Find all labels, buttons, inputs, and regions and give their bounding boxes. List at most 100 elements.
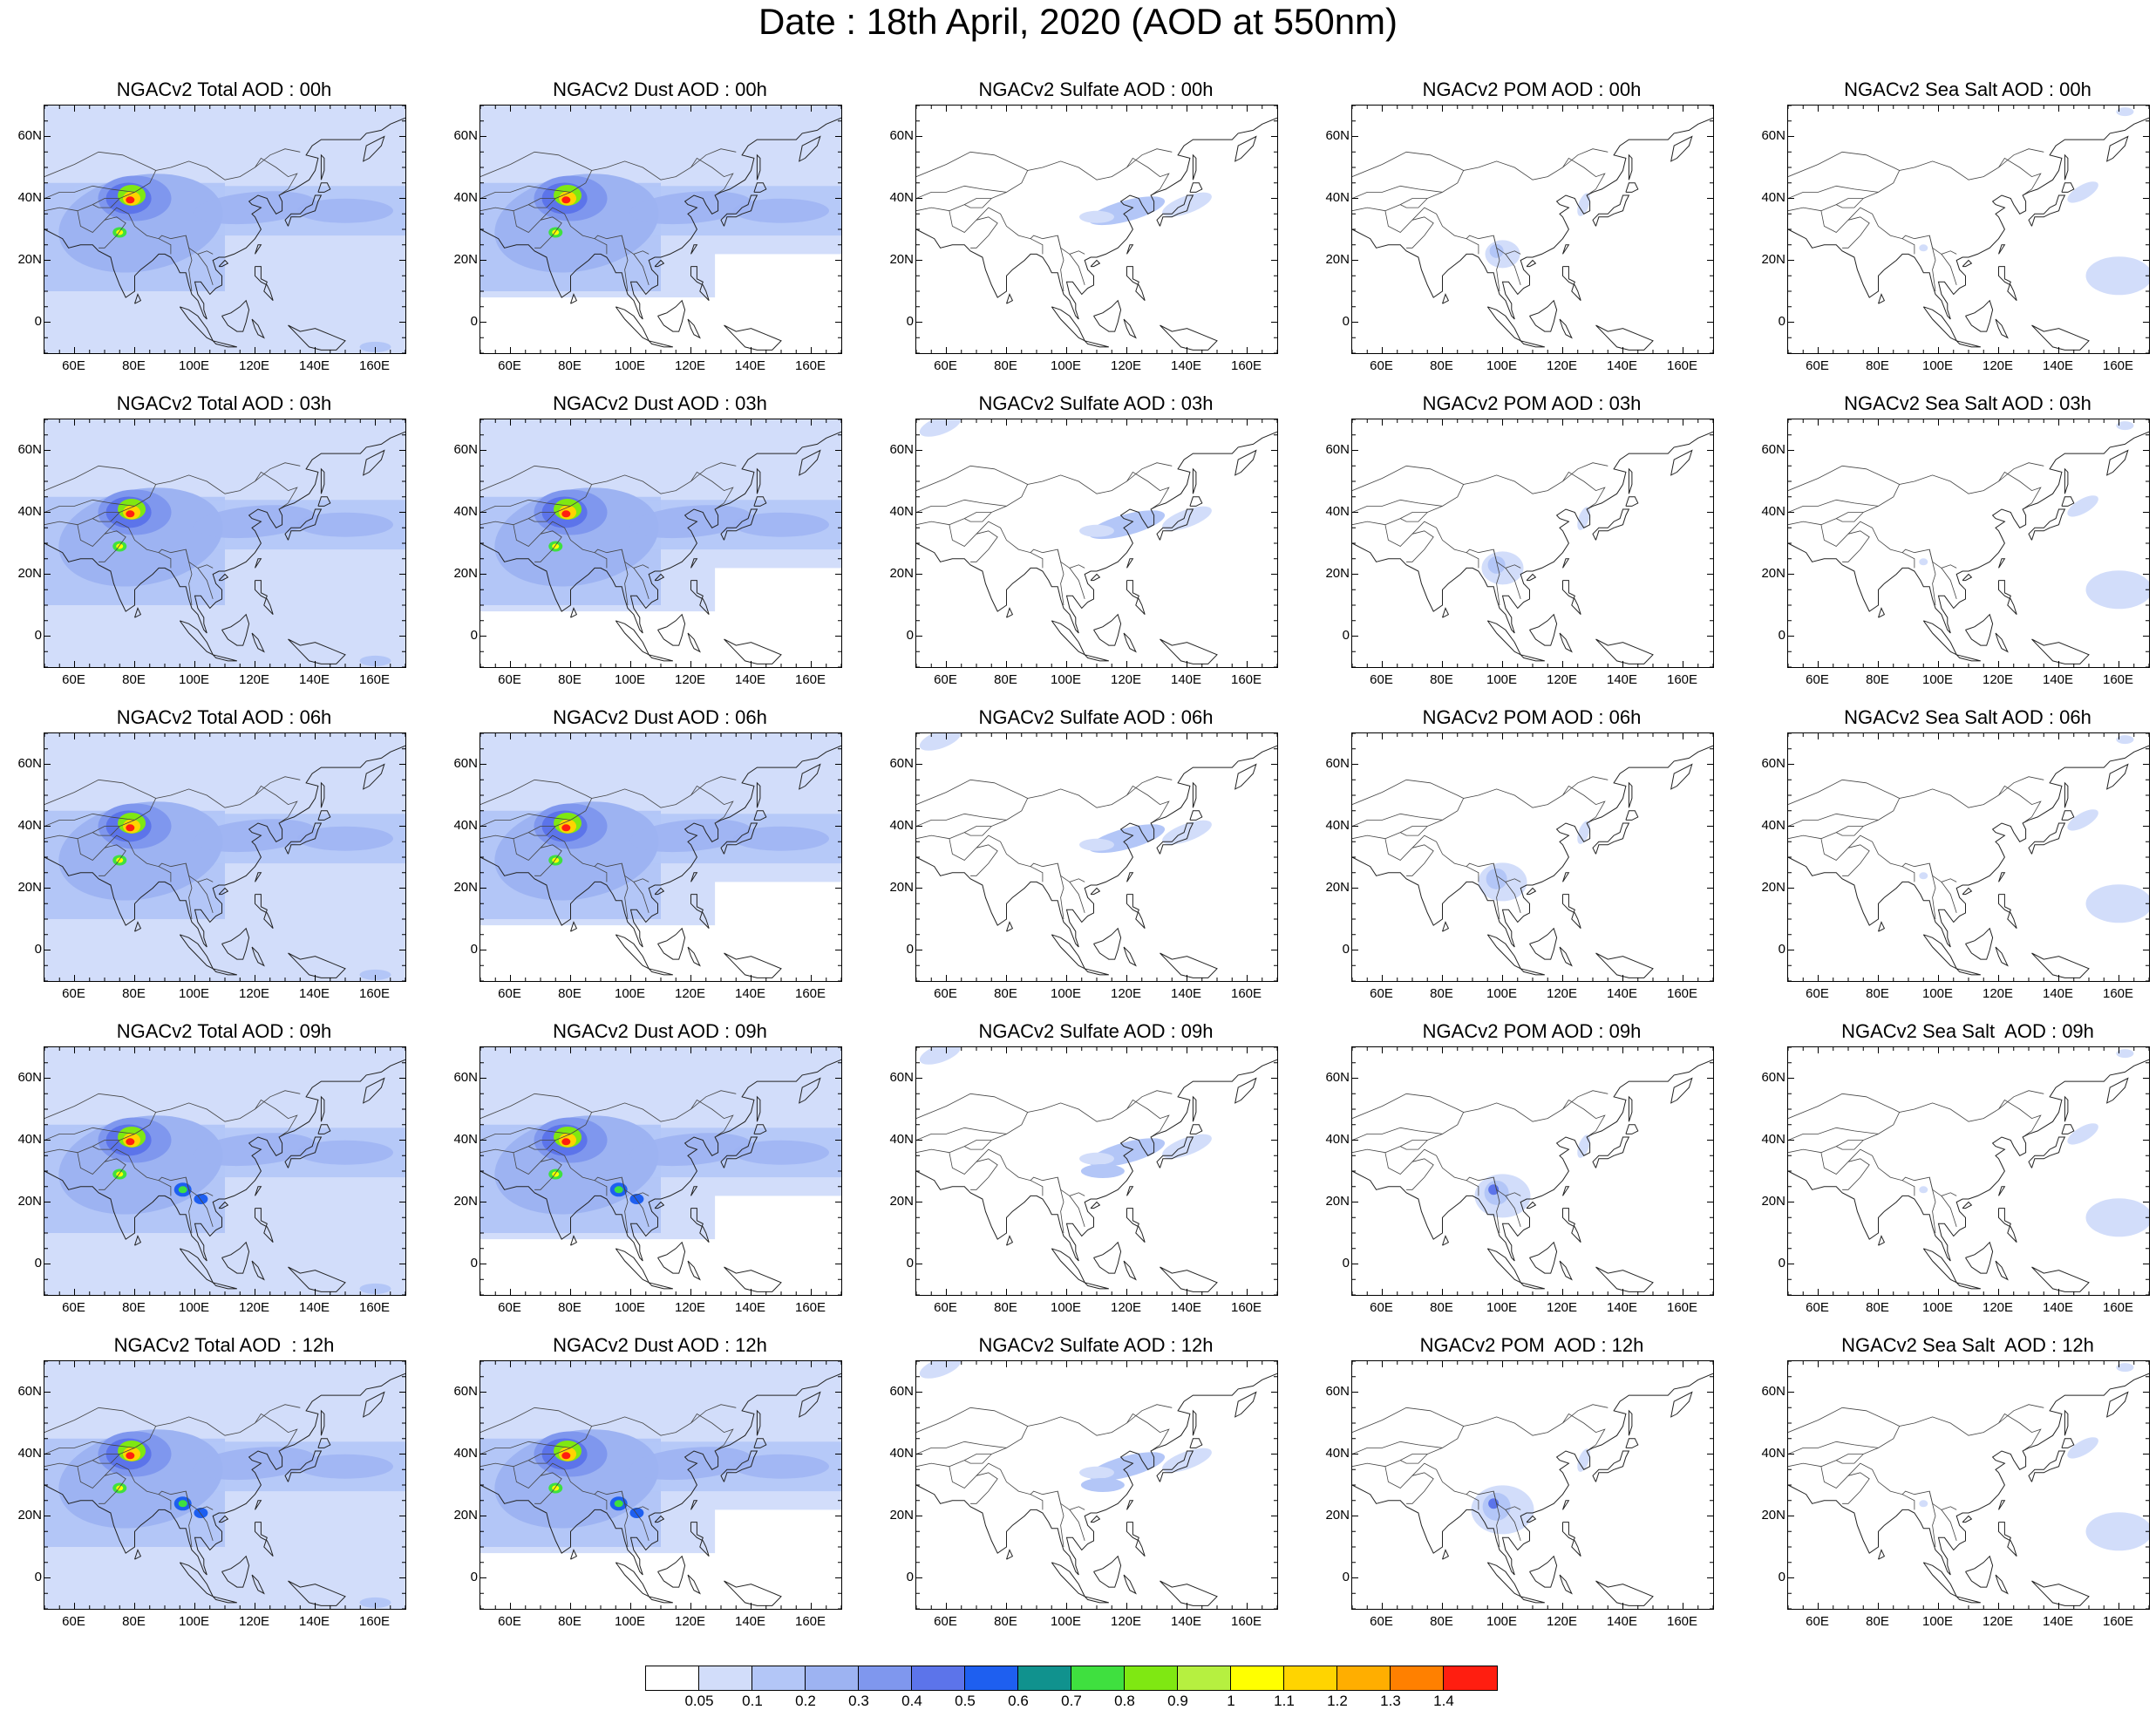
map-panel-dust-2: NGACv2 Dust AOD : 06h 60N 40N 20N 0 60E 80E 100… [453, 706, 881, 1020]
panel-title: NGACv2 Dust AOD : 00h [553, 78, 767, 100]
map-plot-area [915, 105, 1278, 354]
lon-tick-label: 80E [122, 986, 146, 1001]
colorbar-swatch [752, 1666, 806, 1690]
map-panel-seasalt-4: NGACv2 Sea Salt AOD : 12h 60N 40N 20N 0 60E 80… [1761, 1334, 2156, 1648]
map-plot-area [1351, 1046, 1714, 1296]
lon-tick-label: 160E [2102, 358, 2134, 373]
lat-tick-label: 60N [889, 1383, 914, 1399]
lon-tick-label: 100E [178, 1300, 210, 1315]
lon-tick-label: 140E [1606, 1614, 1638, 1629]
lon-tick-label: 80E [1866, 986, 1889, 1001]
lon-tick-label: 140E [1170, 672, 1202, 687]
lon-tick-label: 120E [1546, 672, 1578, 687]
panel-title: NGACv2 Sea Salt AOD : 09h [1841, 1020, 2094, 1042]
lon-tick-label: 120E [1546, 1300, 1578, 1315]
map-panel-pom-1: NGACv2 POM AOD : 03h 60N 40N 20N 0 60E 80E 100E… [1325, 392, 1752, 706]
lon-tick-label: 160E [794, 1614, 826, 1629]
lat-tick-label: 60N [889, 441, 914, 457]
panel-title: NGACv2 POM AOD : 03h [1422, 392, 1642, 414]
lon-tick-label: 140E [1606, 358, 1638, 373]
lat-tick-label: 60N [1325, 127, 1350, 143]
map-plot-area [1787, 732, 2150, 982]
lat-tick-label: 20N [889, 251, 914, 267]
lon-tick-label: 120E [1982, 358, 2014, 373]
colorbar-label: 0.5 [955, 1693, 976, 1709]
lon-tick-label: 100E [1050, 986, 1082, 1001]
lat-tick-label: 60N [1761, 441, 1785, 457]
map-panel-seasalt-2: NGACv2 Sea Salt AOD : 06h 60N 40N 20N 0 60E 80… [1761, 706, 2156, 1020]
lon-tick-label: 60E [62, 672, 85, 687]
lon-tick-label: 140E [1170, 1614, 1202, 1629]
lon-tick-label: 60E [1806, 358, 1829, 373]
colorbar-swatch [1178, 1666, 1231, 1690]
lon-tick-label: 100E [1921, 358, 1954, 373]
lon-tick-label: 120E [1982, 672, 2014, 687]
lon-tick-label: 80E [122, 1300, 146, 1315]
map-plot-area [1787, 419, 2150, 668]
lon-tick-label: 160E [794, 358, 826, 373]
lon-tick-label: 120E [1110, 1300, 1142, 1315]
colorbar-label: 0.8 [1114, 1693, 1135, 1709]
map-panel-sulfate-3: NGACv2 Sulfate AOD : 09h 60N 40N 20N 0 60E 80E… [889, 1020, 1316, 1334]
panel-title: NGACv2 Sulfate AOD : 09h [978, 1020, 1214, 1042]
lon-tick-label: 160E [1666, 986, 1698, 1001]
lon-tick-label: 60E [62, 1300, 85, 1315]
lon-tick-label: 80E [994, 986, 1017, 1001]
map-panel-dust-4: NGACv2 Dust AOD : 12h 60N 40N 20N 0 60E 80E 100… [453, 1334, 881, 1648]
lon-tick-label: 60E [1370, 1614, 1393, 1629]
map-plot-area [1351, 105, 1714, 354]
lon-tick-label: 120E [1110, 1614, 1142, 1629]
lat-tick-label: 40N [1761, 189, 1785, 205]
lat-tick-label: 20N [1761, 1193, 1785, 1209]
lon-tick-label: 60E [1806, 672, 1829, 687]
map-plot-area [479, 419, 842, 668]
lat-tick-label: 20N [1325, 565, 1350, 581]
lon-tick-label: 120E [674, 672, 706, 687]
lat-tick-label: 60N [17, 1383, 42, 1399]
lon-tick-label: 120E [1982, 1614, 2014, 1629]
panel-title: NGACv2 Total AOD : 06h [116, 706, 332, 728]
lat-tick-label: 0 [1342, 313, 1350, 329]
lat-tick-label: 40N [1325, 189, 1350, 205]
map-panel-pom-2: NGACv2 POM AOD : 06h 60N 40N 20N 0 60E 80E 100E… [1325, 706, 1752, 1020]
lon-tick-label: 140E [734, 986, 766, 1001]
panel-title: NGACv2 Dust AOD : 06h [553, 706, 767, 728]
lat-tick-label: 0 [1342, 941, 1350, 957]
map-panel-dust-3: NGACv2 Dust AOD : 09h 60N 40N 20N 0 60E 80E 100… [453, 1020, 881, 1334]
colorbar-label: 0.9 [1167, 1693, 1188, 1709]
colorbar-swatch [965, 1666, 1018, 1690]
lat-tick-label: 20N [1325, 879, 1350, 895]
lon-tick-label: 120E [238, 1300, 270, 1315]
panel-title: NGACv2 Total AOD : 00h [116, 78, 332, 100]
lon-tick-label: 160E [1230, 1300, 1262, 1315]
lat-tick-label: 60N [453, 127, 478, 143]
colorbar-label: 1 [1227, 1693, 1235, 1709]
lat-tick-label: 60N [453, 441, 478, 457]
colorbar-swatch [1391, 1666, 1444, 1690]
lon-tick-label: 120E [238, 1614, 270, 1629]
map-plot-area [1787, 1360, 2150, 1610]
lat-tick-label: 0 [1778, 1569, 1785, 1584]
lon-tick-label: 100E [614, 358, 646, 373]
lon-tick-label: 120E [238, 358, 270, 373]
lat-tick-label: 40N [1761, 1445, 1785, 1461]
map-plot-area [1351, 732, 1714, 982]
lat-tick-label: 0 [1778, 313, 1785, 329]
lon-tick-label: 80E [122, 672, 146, 687]
lat-tick-label: 0 [34, 627, 42, 643]
lat-tick-label: 40N [1761, 817, 1785, 833]
lon-tick-label: 100E [614, 1300, 646, 1315]
panel-title: NGACv2 Total AOD : 09h [116, 1020, 332, 1042]
map-plot-area [479, 1046, 842, 1296]
lat-tick-label: 40N [1761, 1131, 1785, 1147]
map-plot-area [479, 105, 842, 354]
lat-tick-label: 40N [1325, 503, 1350, 519]
map-plot-area [1351, 1360, 1714, 1610]
lon-tick-label: 80E [558, 986, 582, 1001]
lon-tick-label: 100E [1486, 672, 1518, 687]
colorbar-label: 1.4 [1433, 1693, 1454, 1709]
colorbar-swatch [806, 1666, 859, 1690]
lat-tick-label: 0 [906, 941, 914, 957]
lon-tick-label: 100E [1486, 1614, 1518, 1629]
lon-tick-label: 80E [994, 1300, 1017, 1315]
